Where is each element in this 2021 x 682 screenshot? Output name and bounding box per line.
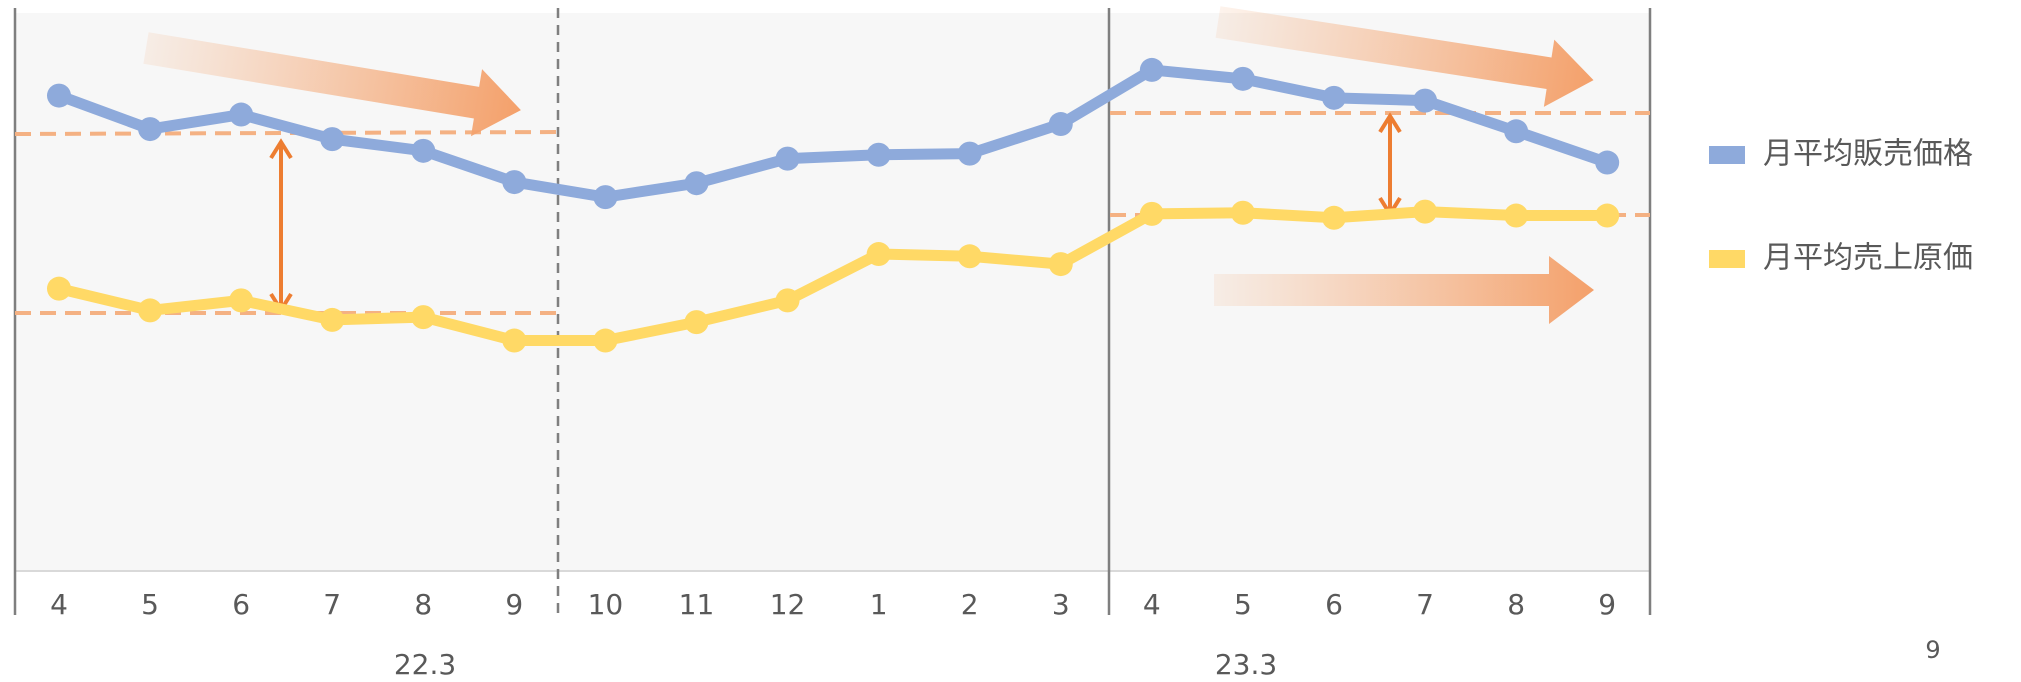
group-label: 23.3 xyxy=(1215,648,1277,681)
legend-label: 月平均売上原価 xyxy=(1763,241,1973,276)
x-tick-label: 7 xyxy=(1416,588,1434,621)
x-tick-label: 3 xyxy=(1052,588,1070,621)
data-point xyxy=(47,83,71,108)
x-tick-label: 9 xyxy=(1598,588,1616,621)
data-point xyxy=(957,141,982,166)
data-point xyxy=(1230,66,1255,91)
data-point xyxy=(1048,112,1073,137)
x-tick-label: 8 xyxy=(1507,588,1525,621)
data-point xyxy=(411,305,436,330)
series-line xyxy=(57,206,1608,347)
data-point xyxy=(138,298,163,323)
data-point xyxy=(1048,252,1073,277)
data-point xyxy=(593,185,618,210)
data-point xyxy=(1139,57,1164,82)
data-point xyxy=(775,146,800,171)
data-point xyxy=(684,310,709,335)
data-point xyxy=(957,244,982,269)
data-point xyxy=(1413,88,1438,113)
x-tick-label: 9 xyxy=(505,588,523,621)
x-tick-label: 7 xyxy=(323,588,341,621)
x-tick-label: 11 xyxy=(679,588,715,621)
data-point xyxy=(411,138,436,163)
data-point xyxy=(502,170,527,195)
data-point xyxy=(320,127,345,152)
data-point xyxy=(1139,201,1164,226)
x-tick-label: 6 xyxy=(1325,588,1343,621)
x-tick-label: 2 xyxy=(961,588,979,621)
data-point xyxy=(1595,150,1620,175)
trend-arrow xyxy=(1215,6,1594,107)
data-point xyxy=(1504,119,1529,144)
data-point xyxy=(775,288,800,313)
x-tick-label: 6 xyxy=(232,588,250,621)
data-point xyxy=(229,102,254,127)
group-label: 22.3 xyxy=(394,648,456,681)
trend-arrow xyxy=(1214,256,1594,324)
series-line xyxy=(57,64,1609,203)
x-tick-label: 10 xyxy=(588,588,624,621)
page-number: 9 xyxy=(1925,636,1940,664)
data-point xyxy=(320,307,345,332)
data-point xyxy=(229,288,254,313)
data-point xyxy=(866,242,891,267)
x-tick-label: 4 xyxy=(1143,588,1161,621)
data-point xyxy=(1504,203,1529,228)
data-point xyxy=(1230,200,1255,225)
data-point xyxy=(1413,199,1438,224)
data-point xyxy=(866,142,891,167)
data-point xyxy=(47,276,71,301)
x-tick-label: 8 xyxy=(414,588,432,621)
x-tick-label: 5 xyxy=(141,588,159,621)
data-point xyxy=(1321,85,1346,110)
x-tick-label: 1 xyxy=(870,588,888,621)
legend-swatch xyxy=(1709,250,1745,268)
data-point xyxy=(684,171,709,196)
data-point xyxy=(1595,203,1620,228)
x-tick-label: 12 xyxy=(770,588,806,621)
data-point xyxy=(502,328,527,353)
legend-label: 月平均販売価格 xyxy=(1763,137,1973,172)
trend-arrow xyxy=(143,32,521,137)
data-point xyxy=(593,328,618,353)
x-tick-label: 4 xyxy=(50,588,68,621)
legend-swatch xyxy=(1709,146,1745,164)
data-point xyxy=(1321,205,1346,230)
x-tick-label: 5 xyxy=(1234,588,1252,621)
data-point xyxy=(138,117,163,142)
